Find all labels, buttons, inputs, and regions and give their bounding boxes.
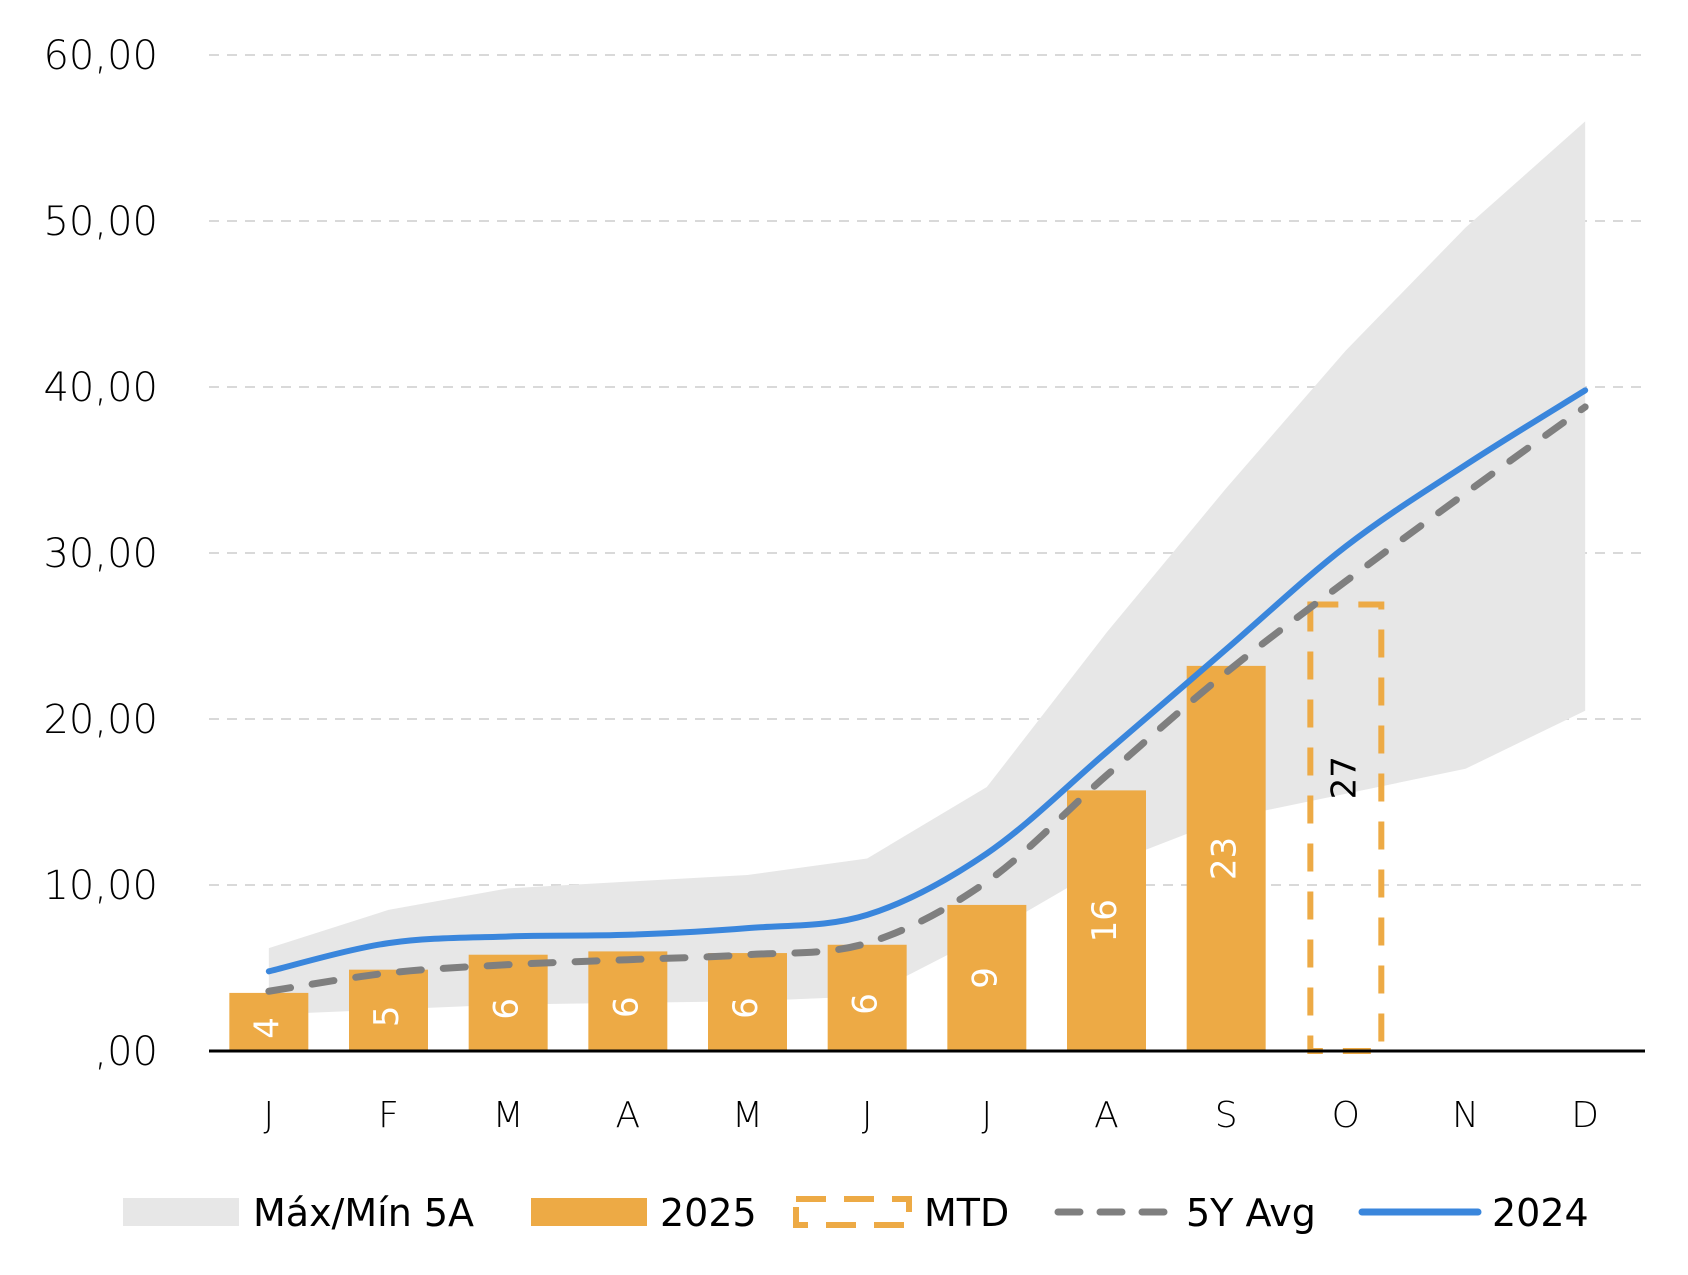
bar-value-label: 9 — [965, 967, 1005, 989]
bars-2025-layer — [229, 665, 1266, 1051]
bar-2025 — [468, 954, 548, 1051]
bar-2025 — [1067, 790, 1146, 1051]
legend-label-2025: 2025 — [660, 1191, 757, 1235]
y-tick-label: 30,00 — [43, 531, 158, 577]
x-tick-label: N — [1452, 1095, 1479, 1136]
bar-2025 — [1186, 665, 1266, 1051]
bar-value-label: 5 — [367, 1006, 407, 1028]
bar-value-label: 4 — [247, 1017, 287, 1039]
bar-value-label: 16 — [1085, 899, 1125, 942]
bar-2025 — [708, 953, 787, 1051]
x-tick-label: J — [982, 1095, 993, 1136]
x-tick-label: A — [616, 1095, 641, 1136]
max-min-band-layer — [268, 121, 1586, 1015]
x-tick-label: J — [862, 1095, 873, 1136]
bar-2025 — [947, 904, 1027, 1051]
y-tick-label: ,00 — [94, 1029, 158, 1075]
x-tick-label: M — [493, 1095, 524, 1136]
bar-2025 — [229, 992, 309, 1051]
x-tick-label: A — [1094, 1095, 1119, 1136]
avg-5y-line — [265, 403, 1589, 995]
legend-item-5y-avg[interactable]: 5Y Avg — [1054, 1191, 1316, 1235]
bar-2025 — [588, 951, 668, 1051]
legend-item-mtd[interactable]: MTD — [793, 1191, 1009, 1235]
x-tick-label: S — [1215, 1095, 1238, 1136]
bar-value-label: 6 — [606, 996, 646, 1018]
legend-label-band: Máx/Mín 5A — [253, 1191, 474, 1235]
x-tick-label: D — [1571, 1095, 1599, 1136]
y-tick-label: 40,00 — [43, 365, 158, 411]
x-tick-label: F — [378, 1095, 399, 1136]
legend-label-2024: 2024 — [1492, 1191, 1589, 1235]
bar-value-label: 6 — [726, 997, 766, 1019]
avg-5y-layer — [265, 403, 1589, 995]
legend-swatch-band — [123, 1198, 239, 1226]
max-min-band — [268, 121, 1586, 1015]
legend-swatch-2025 — [531, 1198, 647, 1226]
legend-item-2024[interactable]: 2024 — [1358, 1191, 1589, 1235]
legend-item-2025[interactable]: 2025 — [531, 1191, 757, 1235]
y-tick-label: 10,00 — [43, 863, 158, 909]
x-tick-label: O — [1332, 1095, 1360, 1136]
bar-value-label: 23 — [1205, 837, 1245, 880]
x-tick-label: M — [732, 1095, 763, 1136]
line-2024 — [265, 387, 1589, 975]
bar-value-label: 6 — [487, 998, 527, 1020]
legend-swatch-mtd — [793, 1196, 912, 1228]
line-2024-layer — [265, 387, 1589, 975]
y-tick-labels: ,00 10,00 20,00 30,00 40,00 50,00 60,00 — [43, 33, 158, 1075]
legend-item-band[interactable]: Máx/Mín 5A — [123, 1191, 474, 1235]
bar-value-label: 6 — [846, 993, 886, 1015]
bar-2025 — [349, 969, 428, 1051]
legend-label-5y-avg: 5Y Avg — [1186, 1191, 1316, 1235]
bar-2025 — [827, 944, 907, 1051]
y-tick-label: 20,00 — [43, 697, 158, 743]
legend: Máx/Mín 5A 2025 MTD 5Y Avg 2024 — [123, 1191, 1589, 1235]
y-tick-label: 60,00 — [43, 33, 158, 79]
data-labels: 4 5 6 6 6 6 9 16 23 27 — [247, 756, 1364, 1039]
legend-label-mtd: MTD — [924, 1191, 1009, 1235]
x-tick-label: J — [264, 1095, 275, 1136]
mtd-value-label: 27 — [1324, 756, 1364, 799]
y-tick-label: 50,00 — [43, 199, 158, 245]
